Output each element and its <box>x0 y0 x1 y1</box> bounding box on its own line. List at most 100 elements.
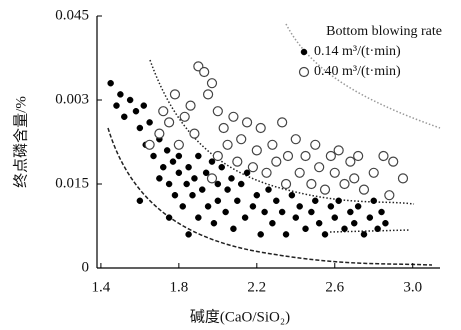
x-tick-label: 2.2 <box>247 279 266 295</box>
point <box>191 175 198 182</box>
point <box>269 219 276 227</box>
point <box>179 111 190 122</box>
point <box>185 100 196 111</box>
point <box>349 173 360 184</box>
point <box>164 117 175 128</box>
point <box>185 163 192 171</box>
point <box>230 225 237 233</box>
point <box>202 89 214 100</box>
point <box>292 214 300 221</box>
x-axis-label: 碱度(CaO/SiO₂) <box>190 308 290 325</box>
point <box>308 208 315 216</box>
point <box>117 91 124 98</box>
trend-curve <box>329 229 411 233</box>
point <box>107 79 114 87</box>
point <box>228 111 239 122</box>
legend-title: Bottom blowing rate <box>326 24 442 39</box>
point <box>234 197 241 205</box>
point <box>154 128 165 139</box>
point <box>374 225 381 233</box>
point <box>113 102 120 109</box>
point <box>397 173 409 184</box>
point <box>169 158 177 165</box>
point <box>136 124 144 132</box>
x-tick-label: 2.6 <box>325 279 344 295</box>
point <box>206 78 218 89</box>
point <box>195 152 202 160</box>
point <box>212 106 223 117</box>
point <box>251 145 262 156</box>
point <box>327 203 335 210</box>
point <box>261 208 268 216</box>
point <box>237 180 245 188</box>
point <box>296 203 303 210</box>
point <box>347 208 354 216</box>
point <box>282 150 294 162</box>
point <box>341 225 348 233</box>
point <box>267 139 278 150</box>
x-tick-label: 1.8 <box>169 279 188 295</box>
point <box>214 197 222 205</box>
point <box>331 214 339 221</box>
point <box>294 167 305 178</box>
point <box>241 214 249 221</box>
x-tick-label: 3.0 <box>403 279 422 295</box>
point <box>218 163 225 171</box>
point <box>302 225 309 233</box>
point <box>214 180 222 188</box>
point <box>278 208 286 216</box>
y-tick-label: 0.015 <box>55 175 89 191</box>
point <box>261 167 272 178</box>
point <box>198 186 206 193</box>
point <box>314 162 325 173</box>
trend-curve <box>149 59 415 205</box>
point <box>199 66 210 78</box>
y-tick-label: 0.045 <box>55 7 89 23</box>
point <box>312 197 319 205</box>
point <box>388 156 399 167</box>
point <box>222 208 229 216</box>
x-tick-label: 1.4 <box>92 279 111 295</box>
point <box>366 214 374 221</box>
point <box>306 178 317 190</box>
point <box>189 128 200 139</box>
point <box>358 184 370 195</box>
point <box>360 231 368 238</box>
point <box>121 113 128 121</box>
point <box>247 162 259 173</box>
point <box>158 106 169 117</box>
point <box>315 219 323 227</box>
point <box>222 139 233 150</box>
point <box>253 191 261 199</box>
point <box>212 150 223 162</box>
point <box>175 152 183 160</box>
trend-curve <box>285 23 441 129</box>
point <box>206 173 218 184</box>
point <box>140 102 148 109</box>
y-axis-label: 终点磷含量/% <box>12 96 29 188</box>
point <box>329 167 340 178</box>
point <box>345 156 356 167</box>
point <box>232 156 243 167</box>
point <box>224 186 231 193</box>
point <box>185 231 192 238</box>
point <box>144 139 155 150</box>
point <box>126 96 134 104</box>
point <box>236 134 247 145</box>
point <box>280 178 292 190</box>
point <box>354 203 362 210</box>
point <box>179 203 186 210</box>
point <box>300 150 311 162</box>
point <box>282 231 290 238</box>
point <box>173 139 184 150</box>
point <box>370 197 377 205</box>
point <box>208 158 216 165</box>
point <box>273 197 280 205</box>
point <box>189 191 196 199</box>
point <box>319 184 331 195</box>
point <box>165 180 173 188</box>
point <box>171 191 179 199</box>
point <box>384 190 395 201</box>
point <box>241 117 253 128</box>
